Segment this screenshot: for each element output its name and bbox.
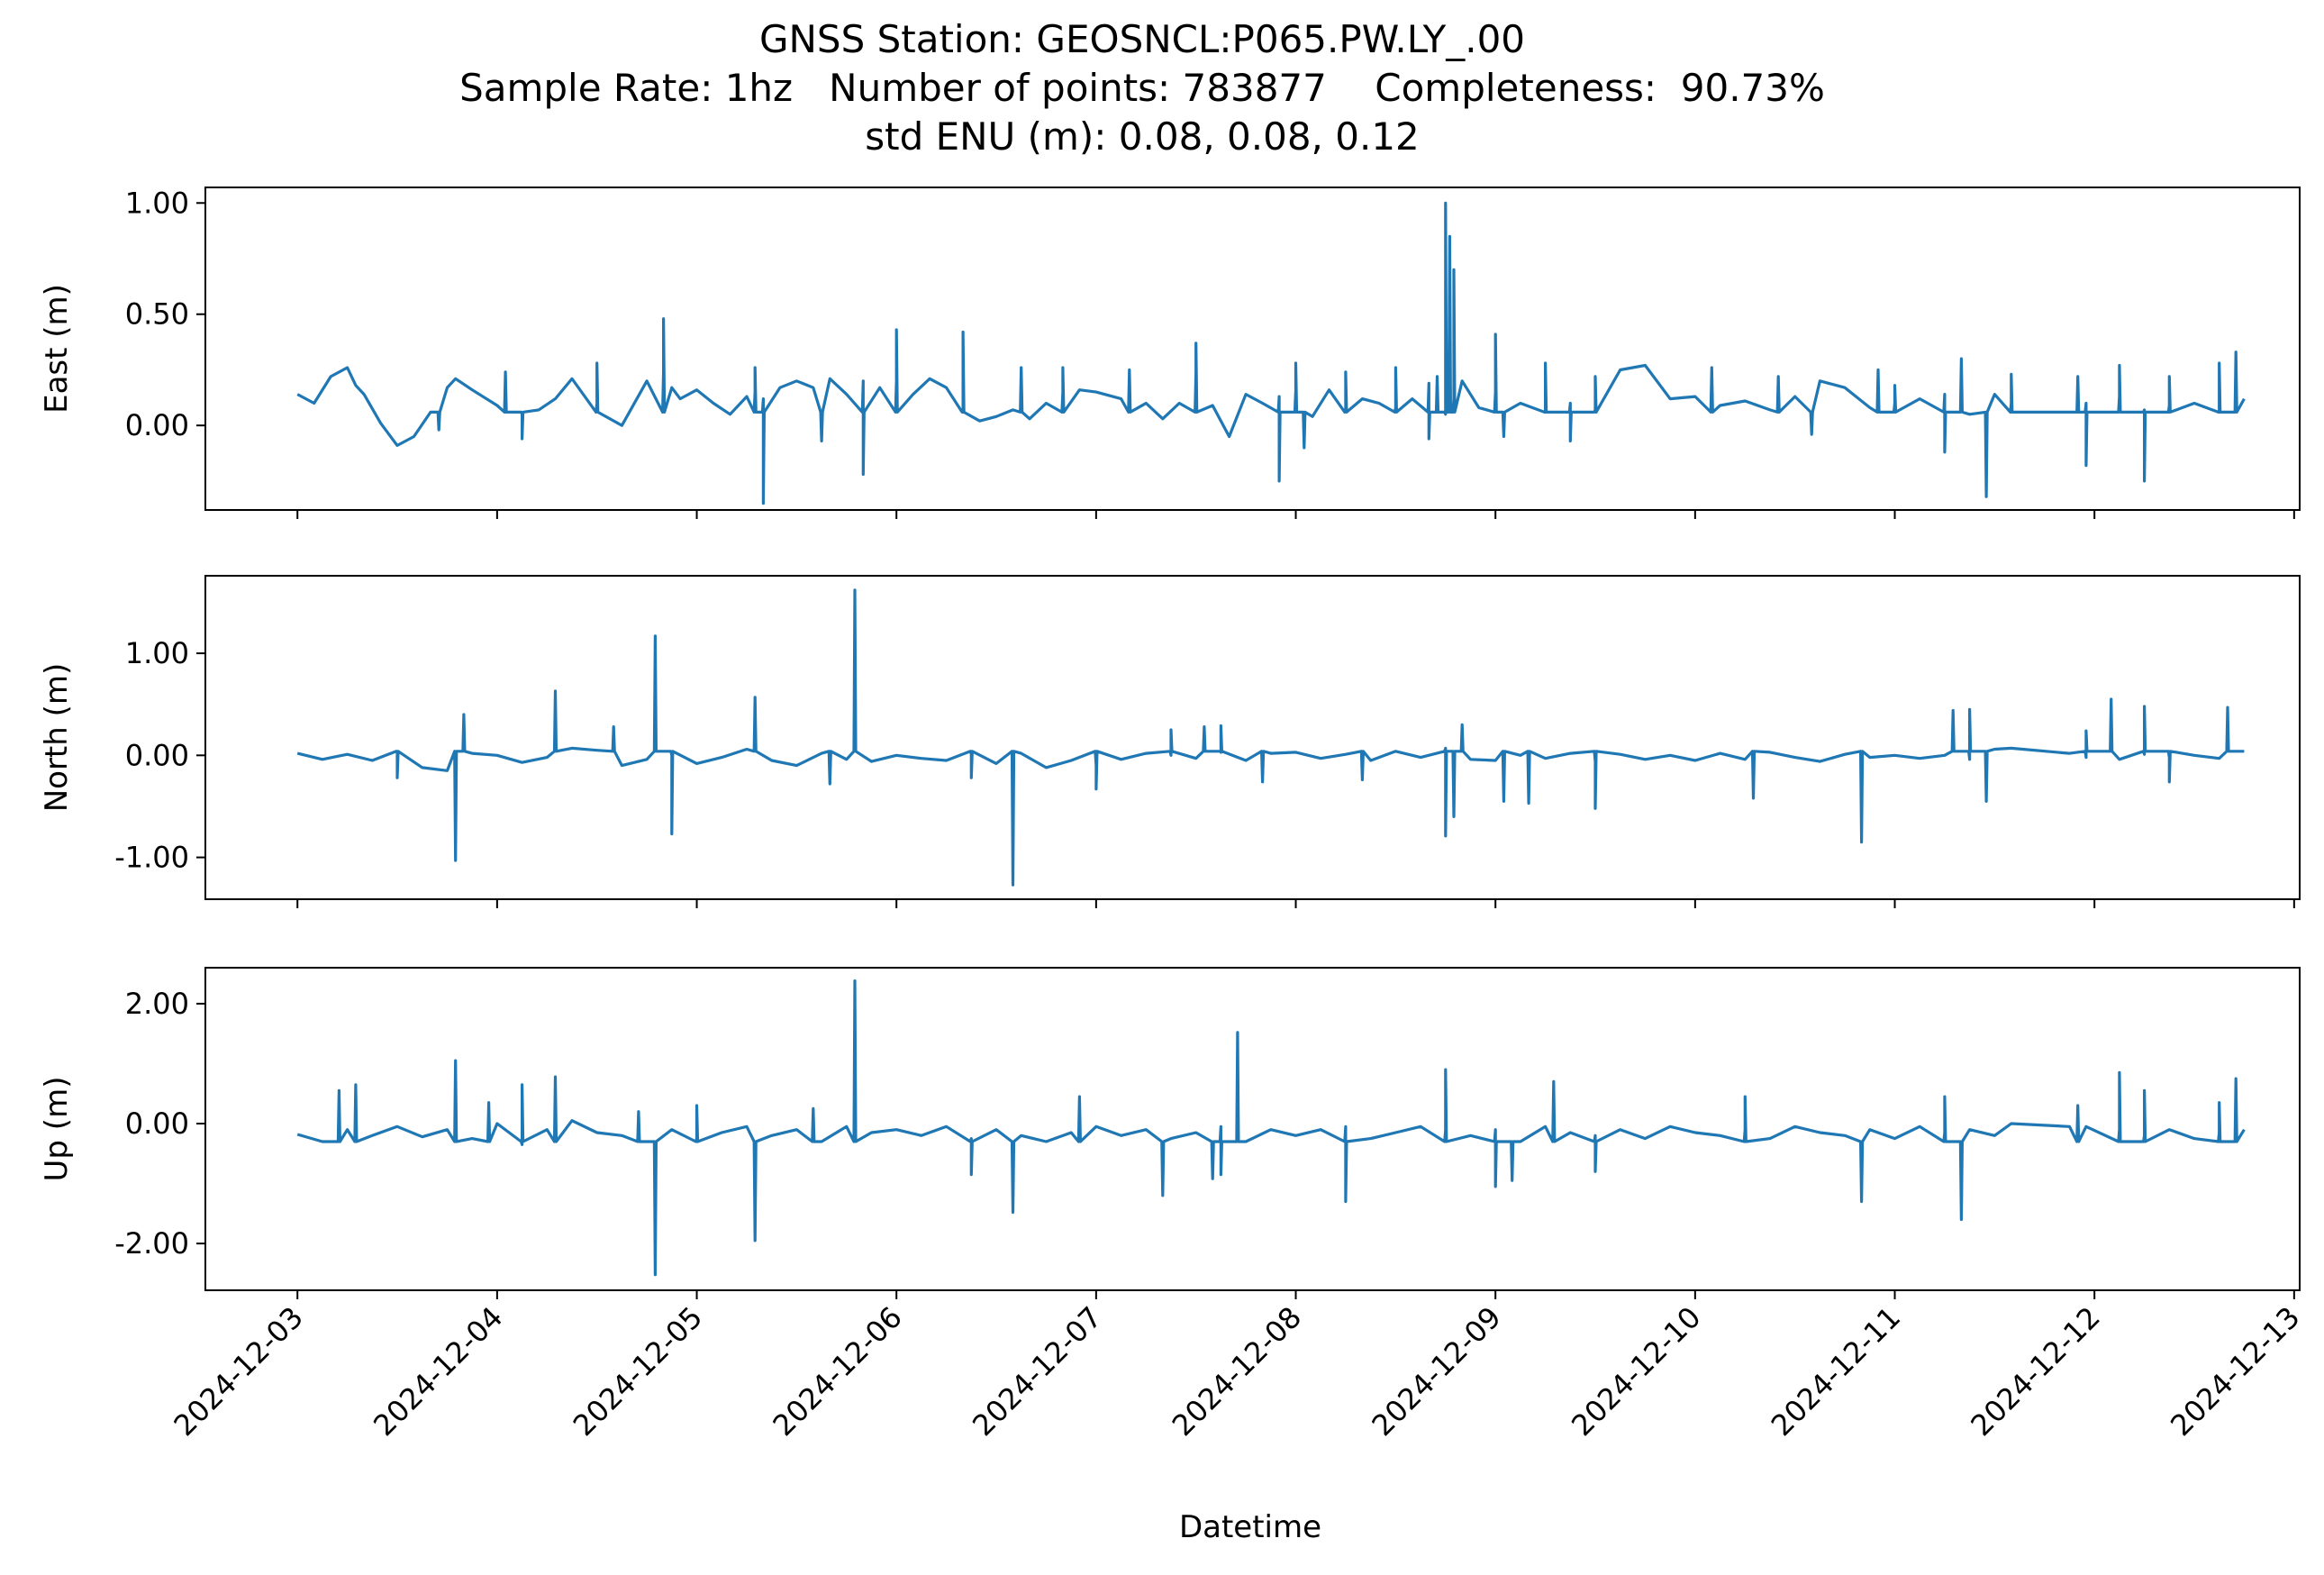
figure-subtitle: Sample Rate: 1hz Number of points: 78387… <box>459 66 1825 110</box>
figure-title: GNSS Station: GEOSNCL:P065.PW.LY_.00 <box>759 17 1525 61</box>
east-panel: 0.00 0.50 1.00 East (m) <box>39 186 2301 519</box>
up-y-tick-label: 2.00 <box>125 987 189 1021</box>
north-panel: -1.00 0.00 1.00 North (m) <box>39 575 2301 908</box>
figure-std-line: std ENU (m): 0.08, 0.08, 0.12 <box>865 114 1420 159</box>
north-plot-frame <box>204 575 2301 900</box>
east-y-tick-label: 0.00 <box>125 408 189 442</box>
north-y-axis-label: North (m) <box>39 663 75 813</box>
up-y-tick-label: 0.00 <box>125 1106 189 1141</box>
up-plot-frame <box>204 967 2301 1291</box>
x-axis-label: Datetime <box>1179 1509 1321 1545</box>
up-series-line <box>296 979 2246 1277</box>
east-y-axis-label: East (m) <box>39 284 75 414</box>
east-series-line <box>296 201 2246 505</box>
north-y-tick-label: -1.00 <box>114 841 189 875</box>
east-y-tick-label: 1.00 <box>125 186 189 220</box>
east-plot-frame <box>204 187 2301 511</box>
up-y-axis-label: Up (m) <box>39 1077 75 1182</box>
north-y-tick-label: 0.00 <box>125 738 189 772</box>
north-series-line <box>296 588 2245 887</box>
east-y-tick-label: 0.50 <box>125 297 189 332</box>
north-y-tick-label: 1.00 <box>125 636 189 670</box>
up-y-tick-label: -2.00 <box>114 1226 189 1261</box>
